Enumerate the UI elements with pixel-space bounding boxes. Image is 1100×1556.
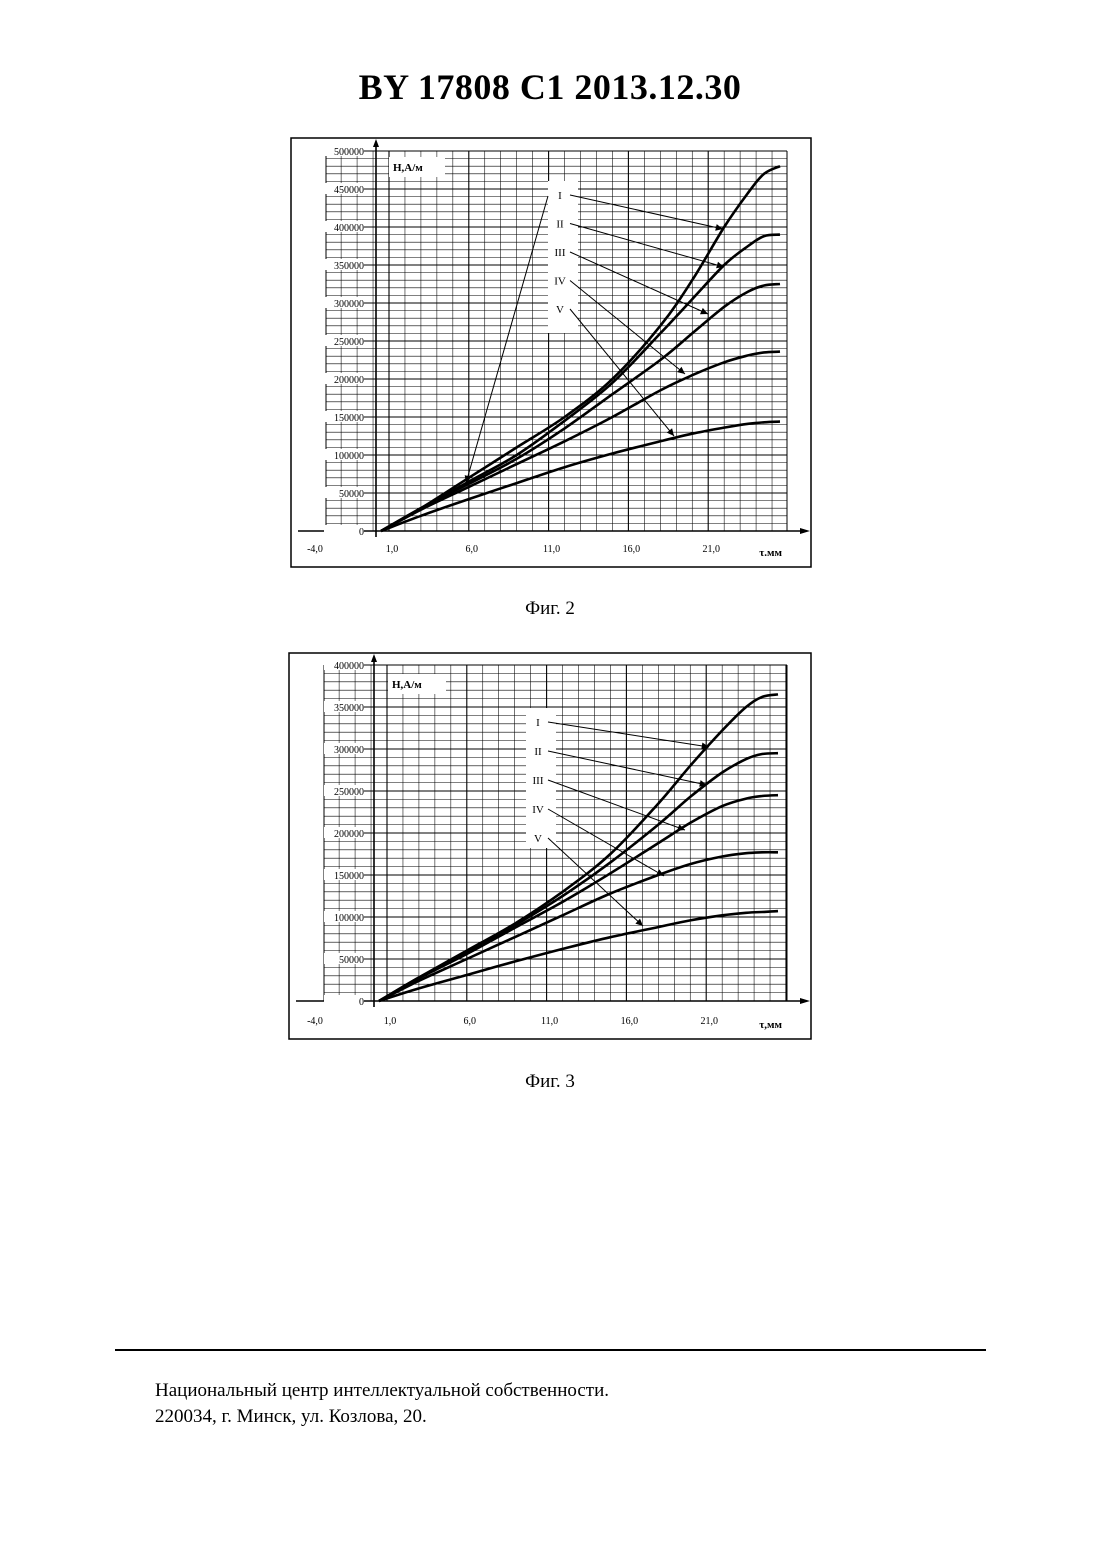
y-tick-label: 250000: [334, 787, 364, 798]
y-tick-label: 150000: [334, 871, 364, 882]
x-axis-label: τ.мм: [759, 547, 782, 559]
legend-label-v: V: [556, 304, 564, 316]
y-tick-label: 200000: [334, 829, 364, 840]
y-tick-label: 350000: [334, 703, 364, 714]
x-axis-label: τ,мм: [759, 1019, 782, 1031]
figure-3-chart: 0 50000 100000 150000 200000 250000 300000 3500…: [288, 652, 812, 1040]
y-tick-label: 50000: [339, 489, 364, 500]
x-tick-label: -4,0: [307, 544, 323, 555]
figure-2-caption: Фиг. 2: [0, 598, 1100, 620]
y-tick-label: 0: [359, 527, 364, 538]
chart-svg: 0 50000 100000 150000 200000 250000 300000 3500…: [288, 652, 812, 1040]
y-tick-label: 400000: [334, 223, 364, 234]
legend-label-iii: III: [533, 775, 544, 787]
x-tick-label: 21,0: [702, 544, 720, 555]
y-tick-label: 350000: [334, 261, 364, 272]
x-tick-label: 11,0: [543, 544, 560, 555]
x-tick-label: 21,0: [700, 1016, 718, 1027]
x-tick-label: 6,0: [466, 544, 479, 555]
legend-label-i: I: [558, 190, 562, 202]
y-tick-label: 150000: [334, 413, 364, 424]
y-tick-label: 100000: [334, 913, 364, 924]
y-axis-label: H,А/м: [393, 162, 423, 174]
legend-label-iii: III: [555, 247, 566, 259]
y-tick-label-bg: [324, 525, 364, 536]
footer-organization: Национальный центр интеллектуальной собс…: [155, 1380, 609, 1402]
y-tick-label: 200000: [334, 375, 364, 386]
y-axis-label: H,А/м: [392, 679, 422, 691]
footer-address: 220034, г. Минск, ул. Козлова, 20.: [155, 1406, 427, 1428]
chart-svg: 0 50000 100000 150000 200000 250000 300000 3500…: [290, 137, 812, 568]
y-tick-label: 300000: [334, 299, 364, 310]
y-tick-label: 50000: [339, 955, 364, 966]
y-tick-label: 450000: [334, 185, 364, 196]
y-tick-label: 0: [359, 997, 364, 1008]
legend-label-ii: II: [534, 746, 542, 758]
y-tick-label: 300000: [334, 745, 364, 756]
legend-label-v: V: [534, 833, 542, 845]
y-tick-label: 100000: [334, 451, 364, 462]
y-tick-label: 400000: [334, 661, 364, 672]
x-tick-label: 11,0: [541, 1016, 558, 1027]
figure-3-caption: Фиг. 3: [0, 1071, 1100, 1093]
y-tick-label-bg: [324, 995, 364, 1006]
legend-label-i: I: [536, 717, 540, 729]
legend-label-iv: IV: [532, 804, 544, 816]
x-tick-label: 16,0: [621, 1016, 639, 1027]
x-tick-label: 6,0: [464, 1016, 477, 1027]
y-tick-label: 250000: [334, 337, 364, 348]
footer-divider: [115, 1349, 986, 1351]
x-tick-label: -4,0: [307, 1016, 323, 1027]
legend-label-ii: II: [556, 219, 564, 231]
x-tick-label: 1,0: [386, 544, 399, 555]
x-tick-label: 1,0: [384, 1016, 397, 1027]
legend-label-iv: IV: [554, 276, 566, 288]
patent-header: BY 17808 C1 2013.12.30: [0, 66, 1100, 108]
figure-2-chart: 0 50000 100000 150000 200000 250000 300000 3500…: [290, 137, 812, 568]
x-tick-label: 16,0: [623, 544, 641, 555]
y-tick-label: 500000: [334, 147, 364, 158]
